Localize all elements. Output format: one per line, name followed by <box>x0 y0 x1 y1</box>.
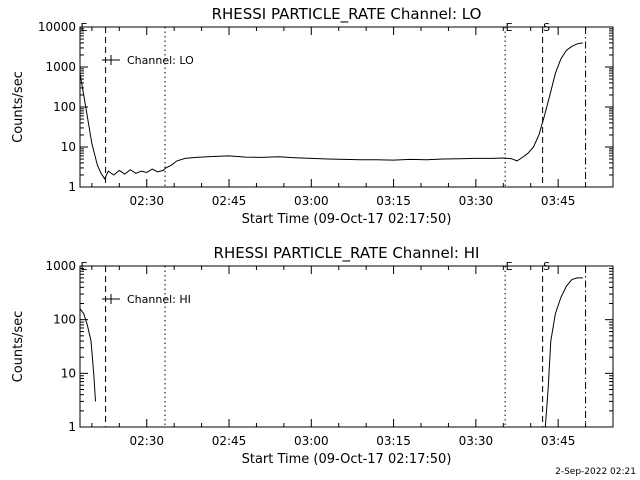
y-tick-label: 1000 <box>45 60 76 74</box>
event-marker-label: E <box>81 21 88 34</box>
series-line <box>79 308 96 402</box>
x-tick-label: 02:45 <box>212 194 247 208</box>
legend-label: Channel: HI <box>127 293 191 306</box>
footer-timestamp: 2-Sep-2022 02:21 <box>555 467 636 477</box>
x-axis-label: Start Time (09-Oct-17 02:17:50) <box>242 212 452 227</box>
y-tick-label: 10000 <box>38 20 76 34</box>
x-axis-label: Start Time (09-Oct-17 02:17:50) <box>242 452 452 467</box>
event-marker-label: E <box>81 260 88 273</box>
y-axis-label: Counts/sec <box>11 71 26 143</box>
x-tick-label: 03:30 <box>459 434 494 448</box>
x-tick-label: 03:45 <box>541 194 576 208</box>
plot-frame <box>79 26 614 188</box>
x-tick-label: 02:30 <box>129 194 164 208</box>
y-tick-label: 100 <box>53 100 76 114</box>
lo-channel-panel: RHESSI PARTICLE_RATE Channel: LO Start Ti… <box>11 5 614 227</box>
y-tick-label: 1000 <box>45 259 76 273</box>
event-marker-label: S <box>543 260 550 273</box>
hi-channel-panel: RHESSI PARTICLE_RATE Channel: HI Start Ti… <box>11 244 614 467</box>
x-tick-label: 03:30 <box>459 194 494 208</box>
x-tick-label: 02:45 <box>212 434 247 448</box>
y-axis-label: Counts/sec <box>11 311 26 383</box>
y-tick-label: 100 <box>53 313 76 327</box>
event-marker-label: S <box>543 21 550 34</box>
y-tick-label: 1 <box>68 420 76 434</box>
chart-title: RHESSI PARTICLE_RATE Channel: LO <box>212 5 482 24</box>
y-tick-label: 10 <box>61 366 76 380</box>
event-marker-label: E <box>506 260 513 273</box>
x-tick-label: 03:15 <box>376 434 411 448</box>
x-tick-label: 02:30 <box>129 434 164 448</box>
series-line <box>79 42 583 180</box>
x-tick-label: 03:00 <box>294 194 329 208</box>
y-tick-label: 10 <box>61 140 76 154</box>
y-tick-label: 1 <box>68 180 76 194</box>
event-marker-label: E <box>506 21 513 34</box>
plot-frame <box>79 265 614 428</box>
x-tick-label: 03:15 <box>376 194 411 208</box>
x-tick-label: 03:45 <box>541 434 576 448</box>
x-tick-label: 03:00 <box>294 434 329 448</box>
legend-label: Channel: LO <box>127 54 194 67</box>
chart-title: RHESSI PARTICLE_RATE Channel: HI <box>214 244 480 263</box>
series-line <box>544 277 583 428</box>
